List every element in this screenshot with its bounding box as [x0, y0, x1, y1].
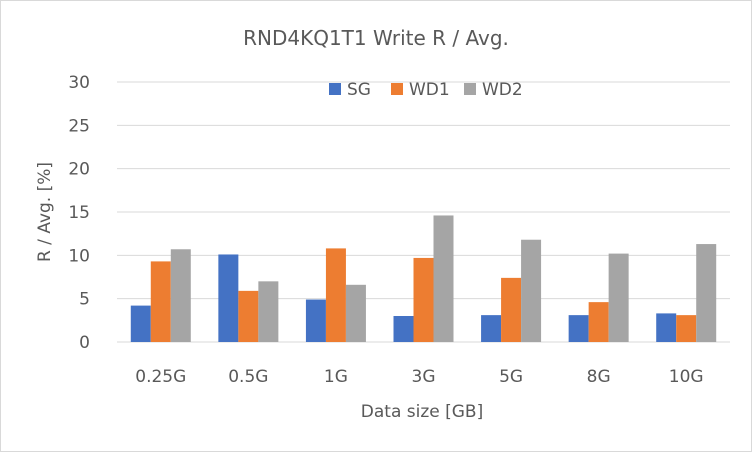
- bars: [130, 215, 717, 342]
- y-axis-label: R / Avg. [%]: [35, 162, 55, 262]
- bar-wd2-8G: [608, 253, 629, 342]
- legend-swatch-wd2: [464, 83, 476, 95]
- legend-label-wd2: WD2: [482, 80, 523, 100]
- bar-wd2-1G: [345, 284, 366, 342]
- bar-sg-0.25G: [130, 305, 151, 342]
- legend-label-sg: SG: [347, 80, 371, 100]
- bar-wd1-10G: [676, 315, 697, 342]
- y-tick-label: 25: [68, 116, 90, 136]
- bar-wd1-0.25G: [150, 261, 171, 342]
- bar-wd2-10G: [696, 244, 717, 342]
- bar-wd2-0.5G: [258, 281, 279, 342]
- x-tick-label: 0.25G: [135, 367, 186, 387]
- bar-wd2-0.25G: [170, 249, 191, 342]
- bar-sg-1G: [305, 299, 326, 342]
- bar-wd1-3G: [413, 257, 434, 342]
- x-tick-label: 5G: [499, 367, 523, 387]
- bar-wd1-5G: [501, 277, 522, 342]
- bar-wd1-8G: [588, 302, 609, 342]
- y-tick-label: 10: [68, 246, 90, 266]
- bar-sg-0.5G: [218, 254, 239, 342]
- chart-title: RND4KQ1T1 Write R / Avg.: [243, 26, 509, 50]
- y-axis-ticks: 0 5 10 15 20 25 30: [68, 73, 90, 353]
- x-tick-label: 1G: [324, 367, 348, 387]
- bar-sg-5G: [481, 315, 502, 342]
- x-axis-ticks: 0.25G 0.5G 1G 3G 5G 8G 10G: [135, 367, 703, 387]
- x-axis-label: Data size [GB]: [361, 402, 483, 422]
- legend-label-wd1: WD1: [409, 80, 450, 100]
- x-tick-label: 3G: [412, 367, 436, 387]
- y-tick-label: 20: [68, 160, 90, 180]
- legend: SG WD1 WD2: [329, 80, 523, 100]
- x-tick-label: 0.5G: [228, 367, 268, 387]
- y-tick-label: 0: [79, 333, 90, 353]
- bar-wd1-0.5G: [238, 290, 259, 342]
- y-tick-label: 30: [68, 73, 90, 93]
- y-tick-label: 15: [68, 203, 90, 223]
- x-tick-label: 8G: [587, 367, 611, 387]
- legend-swatch-sg: [329, 83, 341, 95]
- bar-wd2-3G: [433, 215, 454, 342]
- legend-swatch-wd1: [391, 83, 403, 95]
- bar-wd1-1G: [325, 248, 346, 342]
- bar-sg-3G: [393, 316, 414, 342]
- x-tick-label: 10G: [669, 367, 704, 387]
- bar-sg-8G: [568, 315, 589, 342]
- bar-wd2-5G: [521, 239, 542, 342]
- y-tick-label: 5: [79, 290, 90, 310]
- bar-sg-10G: [656, 313, 677, 342]
